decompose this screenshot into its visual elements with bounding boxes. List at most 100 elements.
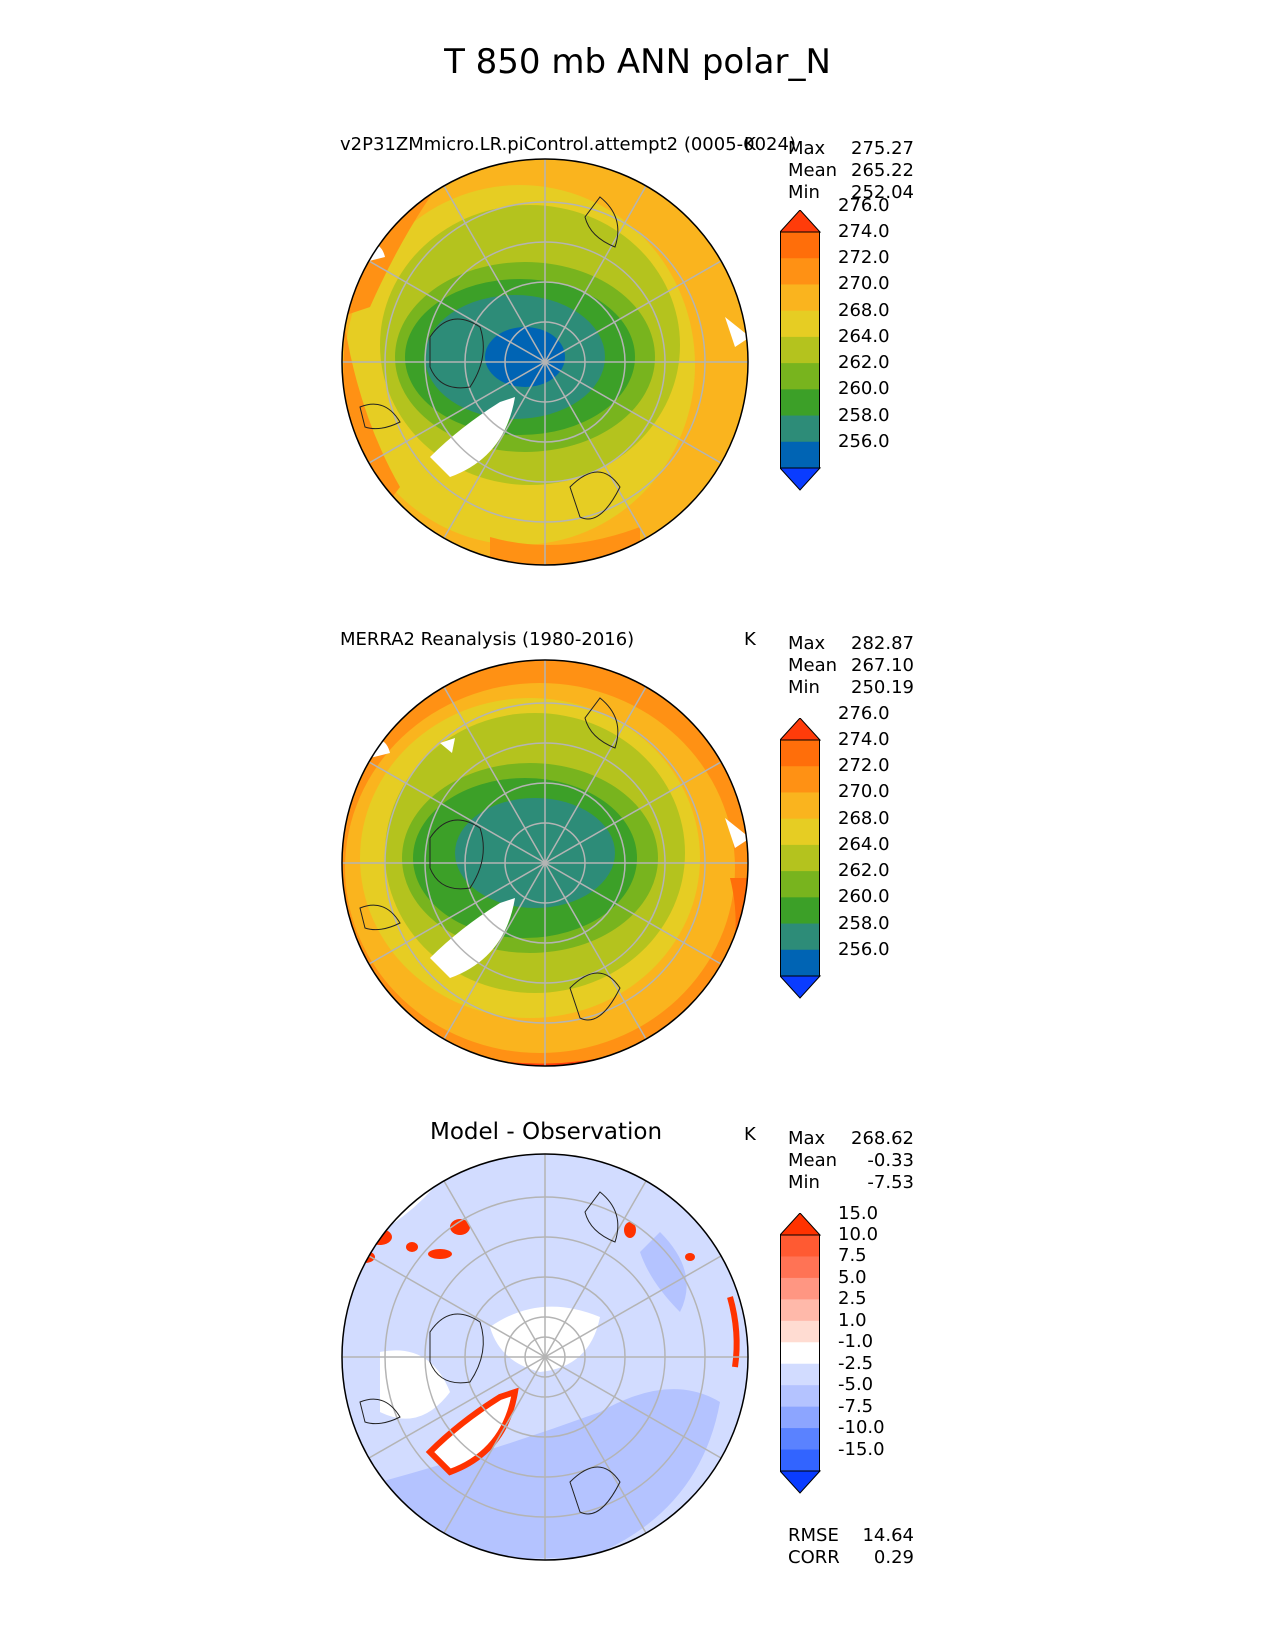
colorbar-segment	[780, 844, 820, 872]
stats-box: Max 282.87 Mean 267.10 Min 250.19	[788, 633, 914, 699]
colorbar-extend-max	[780, 210, 822, 233]
colorbar-tick-label: 264.0	[838, 833, 890, 855]
colorbar-segment	[780, 310, 820, 338]
stat-max-value: 268.62	[851, 1128, 914, 1149]
stat-max-label: Max	[788, 138, 826, 159]
colorbar-segment	[780, 1363, 820, 1386]
colorbar-tick-label: 264.0	[838, 325, 890, 347]
colorbar-segment	[780, 1385, 820, 1408]
polar-map-difference	[341, 1153, 749, 1561]
colorbar-segment	[780, 1277, 820, 1300]
colorbar-tick-label: 268.0	[838, 299, 890, 321]
corr-value: 0.29	[873, 1547, 914, 1568]
stats-box: Max 275.27 Mean 265.22 Min 252.04	[788, 138, 914, 204]
colorbar-model	[780, 210, 822, 491]
colorbar-tick-label: -1.0	[838, 1331, 874, 1353]
stat-min-value: 252.04	[851, 182, 914, 203]
corr-label: CORR	[788, 1547, 840, 1568]
colorbar-segment	[780, 949, 820, 977]
colorbar-segment	[780, 1406, 820, 1429]
colorbar-segment	[780, 818, 820, 846]
colorbar-tick-label: -10.0	[838, 1417, 885, 1439]
colorbar-tick-label: 262.0	[838, 352, 890, 374]
colorbar-tick-label: 260.0	[838, 378, 890, 400]
stat-max-value: 282.87	[851, 633, 914, 654]
colorbar-segment	[780, 792, 820, 820]
colorbar-segment	[780, 363, 820, 390]
colorbar-segment	[780, 1320, 820, 1343]
stat-min-label: Min	[788, 677, 820, 698]
stat-min-label: Min	[788, 182, 820, 203]
panel-title: Model - Observation	[430, 1119, 663, 1145]
colorbar-segment	[780, 1235, 820, 1257]
colorbar-segment	[780, 336, 820, 364]
polar-map-model	[341, 158, 749, 566]
colorbar-tick-label: 7.5	[838, 1245, 867, 1267]
colorbar-segment	[780, 258, 820, 285]
colorbar-tick-label: 270.0	[838, 781, 890, 803]
colorbar-segment	[780, 441, 820, 469]
rmse-label: RMSE	[788, 1525, 839, 1546]
colorbar-tick-label: 276.0	[838, 194, 890, 216]
colorbar-extend-max	[780, 1213, 822, 1236]
stat-mean-label: Mean	[788, 160, 838, 181]
colorbar-tick-label: 272.0	[838, 247, 890, 269]
stat-mean-label: Mean	[788, 655, 838, 676]
colorbar-tick-label: 268.0	[838, 807, 890, 829]
figure-title: T 850 mb ANN polar_N	[444, 42, 831, 82]
colorbar-segment	[780, 232, 820, 259]
units-label: K	[744, 1124, 756, 1145]
colorbar-segment	[780, 1428, 820, 1451]
stat-min-value: 250.19	[851, 677, 914, 698]
colorbar-segment	[780, 766, 820, 793]
rmse-value: 14.64	[862, 1525, 914, 1546]
panel-difference: Model - Observation K Max 268.62 Mean -0.3…	[0, 1115, 1275, 1605]
error-stats: RMSE 14.64 CORR 0.29	[788, 1525, 914, 1569]
stat-min-value: -7.53	[867, 1172, 914, 1193]
stat-mean-value: 267.10	[851, 655, 914, 676]
colorbar-outline	[780, 1234, 820, 1472]
panel-title: v2P31ZMmicro.LR.piControl.attempt2 (0005…	[340, 134, 796, 155]
panel-title: MERRA2 Reanalysis (1980-2016)	[340, 629, 635, 650]
colorbar-tick-label: 262.0	[838, 860, 890, 882]
colorbar-difference	[780, 1213, 822, 1494]
stat-min-label: Min	[788, 1172, 820, 1193]
colorbar-tick-label: 256.0	[838, 938, 890, 960]
colorbar-tick-label: 274.0	[838, 221, 890, 242]
colorbar-extend-max	[780, 718, 822, 741]
stat-max-value: 275.27	[851, 138, 914, 159]
colorbar-observation	[780, 718, 822, 999]
colorbar-segment	[780, 284, 820, 312]
stat-mean-label: Mean	[788, 1150, 838, 1171]
polar-map-observation	[341, 659, 749, 1067]
colorbar-extend-min	[780, 1470, 822, 1494]
colorbar-segment	[780, 1342, 820, 1365]
stat-max-label: Max	[788, 633, 826, 654]
colorbar-tick-label: 272.0	[838, 755, 890, 777]
colorbar-tick-label: 258.0	[838, 404, 890, 426]
colorbar-extend-min	[780, 975, 822, 999]
colorbar-segment	[780, 740, 820, 767]
colorbar-tick-label: 270.0	[838, 273, 890, 295]
stat-mean-value: 265.22	[851, 160, 914, 181]
colorbar-outline	[780, 739, 820, 977]
colorbar-tick-label: 15.0	[838, 1202, 879, 1224]
colorbar-tick-label: -5.0	[838, 1374, 874, 1396]
colorbar-extend-min	[780, 467, 822, 491]
colorbar-segment	[780, 389, 820, 417]
colorbar-tick-label: -15.0	[838, 1438, 885, 1460]
colorbar-outline	[780, 231, 820, 469]
colorbar-tick-label: 258.0	[838, 912, 890, 934]
stats-box: Max 268.62 Mean -0.33 Min -7.53	[788, 1128, 914, 1194]
colorbar-tick-label: 5.0	[838, 1266, 867, 1288]
colorbar-tick-label: -2.5	[838, 1352, 874, 1374]
colorbar-segment	[780, 1256, 820, 1279]
colorbar-segment	[780, 1449, 820, 1472]
colorbar-tick-label: 274.0	[838, 729, 890, 750]
colorbar-tick-label: 10.0	[838, 1224, 879, 1245]
colorbar-segment	[780, 415, 820, 443]
colorbar-segment	[780, 871, 820, 898]
panel-model: v2P31ZMmicro.LR.piControl.attempt2 (0005…	[0, 125, 1275, 615]
colorbar-segment	[780, 923, 820, 951]
colorbar-tick-label: 2.5	[838, 1288, 867, 1310]
